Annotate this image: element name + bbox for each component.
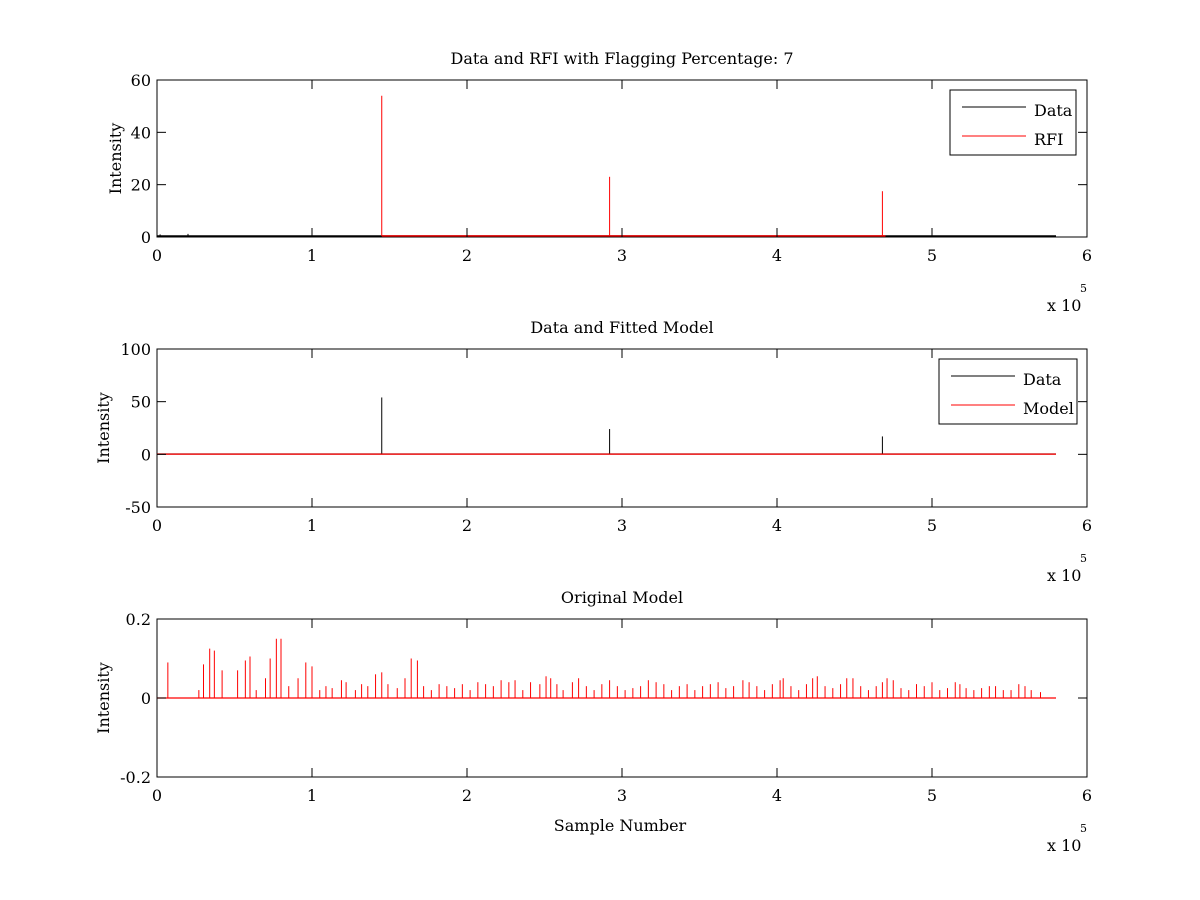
legend-box	[938, 358, 1078, 425]
y-axis-label: Intensity	[106, 123, 125, 195]
x-tick-label: 5	[927, 516, 937, 535]
x-multiplier: x 10	[1047, 836, 1081, 855]
y-tick-label: 0	[141, 689, 151, 708]
x-multiplier-exponent: 5	[1080, 282, 1087, 295]
x-tick-label: 4	[772, 516, 782, 535]
legend: Data RFI	[949, 89, 1077, 156]
series-1	[157, 638, 1056, 699]
y-tick-label: 60	[131, 71, 151, 90]
chart-title: Data and RFI with Flagging Percentage: 7	[450, 49, 793, 68]
chart-title: Original Model	[561, 588, 683, 607]
x-tick-label: 3	[617, 516, 627, 535]
x-multiplier: x 10	[1047, 296, 1081, 315]
legend-label: RFI	[1034, 130, 1063, 149]
y-axis-label: Intensity	[94, 662, 113, 734]
y-tick-label: 50	[131, 393, 151, 412]
x-tick-label: 6	[1082, 786, 1092, 805]
y-tick-label: 40	[131, 123, 151, 142]
y-tick-label: 100	[120, 340, 151, 359]
legend-label: Model	[1023, 399, 1074, 418]
x-tick-label: 0	[152, 246, 162, 265]
y-tick-label: -0.2	[120, 768, 151, 787]
y-tick-label: 0.2	[126, 610, 151, 629]
legend-box	[949, 89, 1077, 156]
x-tick-label: 1	[307, 246, 317, 265]
y-axis-label: Intensity	[94, 392, 113, 464]
y-tick-label: 0	[141, 228, 151, 247]
x-tick-label: 2	[462, 516, 472, 535]
x-tick-label: 1	[307, 786, 317, 805]
y-tick-label: -50	[125, 498, 151, 517]
chart-title: Data and Fitted Model	[530, 318, 713, 337]
legend-label: Data	[1034, 101, 1073, 120]
x-tick-label: 3	[617, 786, 627, 805]
x-tick-label: 2	[462, 246, 472, 265]
y-tick-label: 20	[131, 176, 151, 195]
x-tick-label: 0	[152, 516, 162, 535]
x-multiplier-exponent: 5	[1080, 822, 1087, 835]
x-tick-label: 2	[462, 786, 472, 805]
x-tick-label: 5	[927, 246, 937, 265]
x-tick-label: 6	[1082, 516, 1092, 535]
x-tick-label: 5	[927, 786, 937, 805]
x-tick-label: 4	[772, 246, 782, 265]
x-axis-label: Sample Number	[554, 816, 687, 835]
x-multiplier-exponent: 5	[1080, 552, 1087, 565]
series-2	[381, 95, 886, 237]
legend-label: Data	[1023, 370, 1062, 389]
legend: Data Model	[938, 358, 1078, 425]
x-tick-label: 4	[772, 786, 782, 805]
x-tick-label: 6	[1082, 246, 1092, 265]
y-tick-label: 0	[141, 445, 151, 464]
x-tick-label: 3	[617, 246, 627, 265]
x-tick-label: 1	[307, 516, 317, 535]
plot-area	[156, 348, 1088, 508]
x-multiplier: x 10	[1047, 566, 1081, 585]
x-tick-label: 0	[152, 786, 162, 805]
plot-area	[156, 79, 1088, 238]
